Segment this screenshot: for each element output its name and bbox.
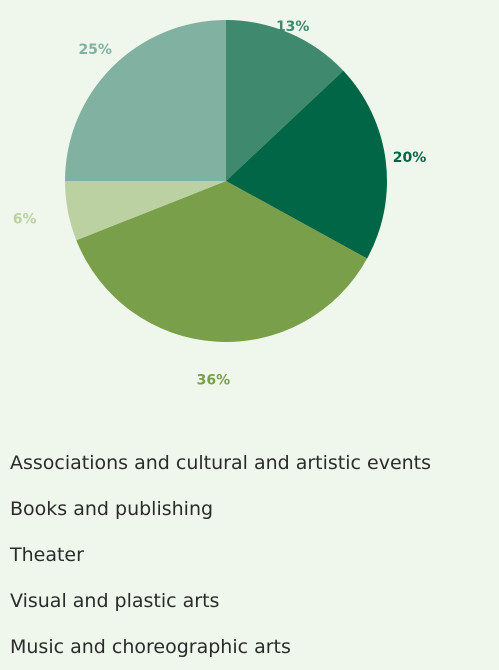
pie-slice-percent-label: 13%	[276, 19, 310, 35]
pie-chart: 13% 20% 36% 6% 25%	[13, 19, 427, 389]
legend-item-theater: Theater	[10, 544, 84, 566]
pie-slice-percent-label: 6%	[13, 211, 37, 227]
pie-slices	[65, 20, 387, 343]
pie-slice	[65, 20, 226, 181]
pie-slice-percent-label: 25%	[78, 42, 112, 58]
pie-percentage-labels: 13% 20% 36% 6% 25%	[13, 19, 427, 389]
pie-slice	[226, 70, 387, 259]
pie-slice	[226, 20, 344, 181]
legend-item-books: Books and publishing	[10, 498, 214, 520]
pie-slice	[65, 181, 226, 241]
legend-item-music: Music and choreographic arts	[10, 636, 291, 658]
legend-item-visual-arts: Visual and plastic arts	[10, 590, 220, 612]
legend: Associations and cultural and artistic e…	[10, 440, 431, 670]
pie-slice	[76, 181, 368, 343]
pie-slice-percent-label: 36%	[197, 373, 231, 389]
legend-item-associations: Associations and cultural and artistic e…	[10, 452, 432, 474]
pie-slice-percent-label: 20%	[393, 150, 427, 166]
